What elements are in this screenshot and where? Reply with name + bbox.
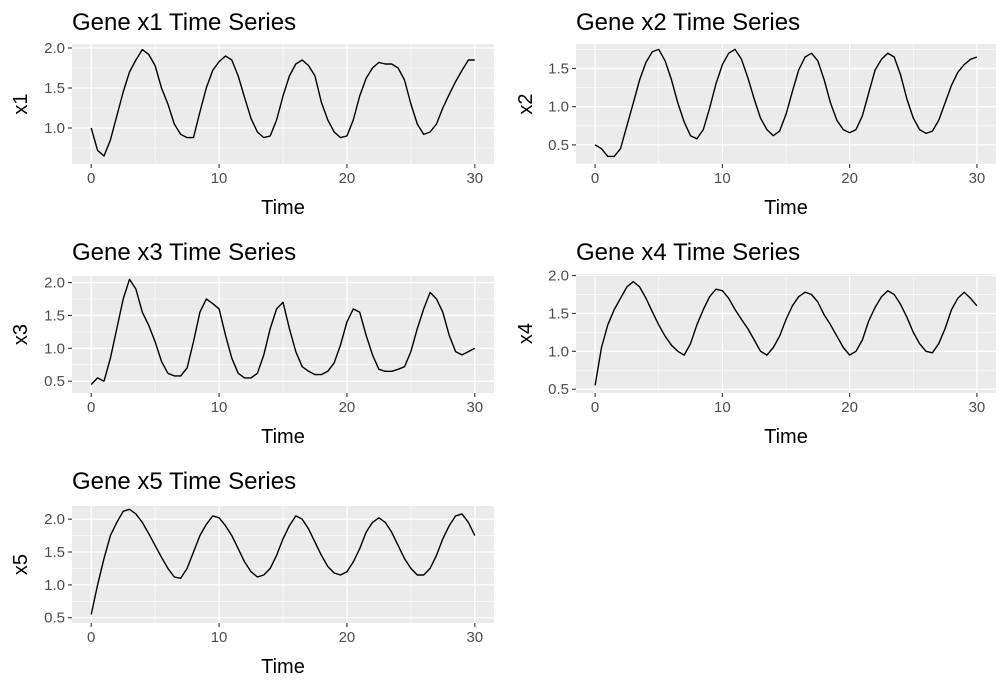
x-tick-label: 0 [87,399,95,416]
x-tick-label: 20 [841,399,858,416]
x-tick-label: 30 [969,399,986,416]
chart-panel-4: 0 10 20 30 0.5 1.0 1.5 2.0 Gene x4 Time Series Ti… [515,239,996,448]
x-tick-label: 30 [466,629,483,646]
x-tick-label: 0 [87,170,95,187]
x-axis-title: Time [764,426,808,448]
y-tick-label: 1.0 [44,577,65,594]
x-tick-label: 0 [591,170,599,187]
x-axis-title: Time [764,197,808,219]
y-tick-label: 0.5 [44,610,65,627]
chart-panel-1: 0 10 20 30 1.0 1.5 2.0 Gene x1 Time Series Time x… [10,9,494,219]
y-tick-label: 2.0 [44,511,65,528]
x-tick-label: 30 [466,399,483,416]
y-tick-label: 1.5 [548,305,569,322]
y-axis-title: x3 [10,324,32,345]
series-line [90,508,476,615]
x-tick-label: 0 [87,629,95,646]
x-tick-label: 20 [339,399,356,416]
chart-title: Gene x3 Time Series [72,239,296,266]
y-tick-label: 1.0 [548,99,569,116]
y-tick-label: 2.0 [548,268,569,285]
chart-title: Gene x2 Time Series [576,9,800,36]
y-tick-label: 1.5 [44,307,65,324]
x-tick-label: 30 [466,170,483,187]
chart-title: Gene x4 Time Series [576,239,800,266]
x-tick-label: 0 [591,399,599,416]
x-tick-label: 10 [211,629,228,646]
chart-panel-5: 0 10 20 30 0.5 1.0 1.5 2.0 Gene x5 Time Series Ti… [10,468,494,678]
x-axis-title: Time [261,426,305,448]
y-tick-label: 2.0 [44,275,65,292]
x-tick-label: 10 [211,399,228,416]
x-tick-label: 30 [969,170,986,187]
x-axis-title: Time [261,656,305,678]
y-tick-label: 1.0 [44,340,65,357]
chart-panel-3: 0 10 20 30 0.5 1.0 1.5 2.0 Gene x3 Time Series Ti… [10,239,494,448]
x-axis-title: Time [261,197,305,219]
x-tick-label: 20 [339,170,356,187]
y-tick-label: 1.5 [548,60,569,77]
chart-panel-2: 0 10 20 30 0.5 1.0 1.5 Gene x2 Time Series Time x… [515,9,996,219]
x-tick-label: 20 [841,170,858,187]
y-tick-label: 0.5 [548,137,569,154]
x-tick-label: 10 [714,170,731,187]
y-tick-label: 1.0 [44,120,65,137]
x-tick-label: 10 [714,399,731,416]
y-tick-label: 1.5 [44,544,65,561]
y-axis-title: x1 [10,93,32,114]
x-tick-label: 20 [339,629,356,646]
y-axis-title: x2 [515,93,537,114]
series-line [594,48,978,158]
chart-title: Gene x1 Time Series [72,9,296,36]
y-axis-title: x4 [515,323,537,344]
series-line [90,48,475,157]
chart-title: Gene x5 Time Series [72,468,296,495]
y-tick-label: 2.0 [44,40,65,57]
y-axis-title: x5 [10,554,32,575]
series-line [594,280,978,386]
y-tick-label: 1.5 [44,80,65,97]
y-tick-label: 0.5 [44,373,65,390]
y-tick-label: 1.0 [548,343,569,360]
series-line [90,278,476,385]
y-tick-label: 0.5 [548,381,569,398]
x-tick-label: 10 [211,170,228,187]
